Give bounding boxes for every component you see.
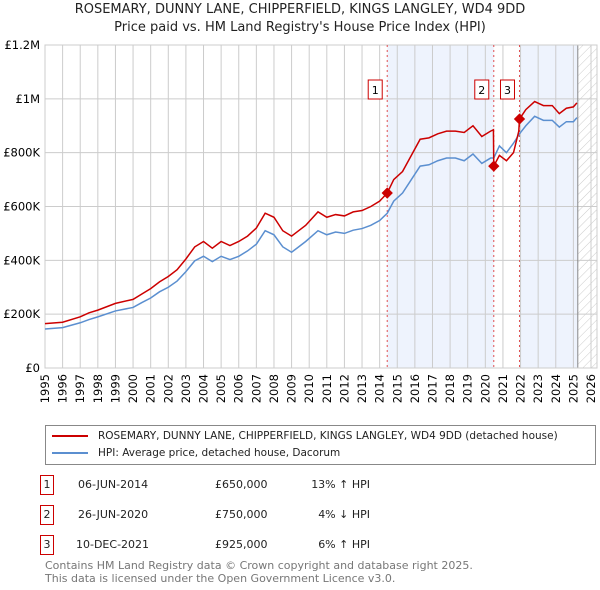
legend-label-property: ROSEMARY, DUNNY LANE, CHIPPERFIELD, KING… <box>98 430 558 442</box>
x-tick-label: 2008 <box>267 374 281 403</box>
sale-hpi-diff: 13% ↑ HPI <box>311 478 370 491</box>
x-tick-label: 1998 <box>91 374 105 403</box>
x-tick-label: 2014 <box>373 374 387 403</box>
x-tick-label: 2007 <box>249 374 263 403</box>
legend: ROSEMARY, DUNNY LANE, CHIPPERFIELD, KING… <box>45 425 596 465</box>
x-tick-label: 2017 <box>425 374 439 403</box>
x-tick-label: 2022 <box>514 374 528 403</box>
sale-marker-number: 2 <box>40 505 54 525</box>
plot-frame <box>44 44 598 369</box>
x-tick-label: 2023 <box>531 374 545 403</box>
chart-title: ROSEMARY, DUNNY LANE, CHIPPERFIELD, KING… <box>74 2 526 17</box>
y-tick-label: £0 <box>25 361 40 375</box>
x-tick-label: 2010 <box>302 374 316 403</box>
x-tick-label: 2012 <box>337 374 351 403</box>
legend-item-property: ROSEMARY, DUNNY LANE, CHIPPERFIELD, KING… <box>52 428 558 444</box>
sale-label-box <box>474 79 490 100</box>
chart-subtitle: Price paid vs. HM Land Registry's House … <box>114 20 486 35</box>
x-tick-label: 2001 <box>144 374 158 403</box>
x-tick-label: 2006 <box>232 374 246 403</box>
y-tick-label: £400K <box>3 253 40 267</box>
sale-label-number: 2 <box>478 84 485 97</box>
footer-copyright: Contains HM Land Registry data © Crown c… <box>45 559 473 572</box>
x-tick-label: 2000 <box>126 374 140 403</box>
sale-label-number: 3 <box>504 84 511 97</box>
y-tick-label: £200K <box>3 307 40 321</box>
sale-hpi-diff: 4% ↓ HPI <box>318 508 370 521</box>
y-tick-label: £1.2M <box>4 38 40 52</box>
x-tick-label: 2011 <box>320 374 334 403</box>
x-tick-label: 1996 <box>56 374 70 403</box>
sale-date: 10-DEC-2021 <box>76 538 150 551</box>
x-tick-label: 2026 <box>584 374 598 403</box>
x-tick-label: 2021 <box>496 374 510 403</box>
sale-marker-number: 1 <box>40 475 54 495</box>
footer-license: This data is licensed under the Open Gov… <box>45 572 396 585</box>
x-tick-label: 2025 <box>566 374 580 403</box>
x-tick-label: 1997 <box>73 374 87 403</box>
sale-hpi-diff: 6% ↑ HPI <box>318 538 370 551</box>
x-tick-label: 2024 <box>549 374 563 403</box>
sale-point-marker <box>488 160 500 172</box>
hpi-line <box>44 115 578 330</box>
x-tick-label: 2018 <box>443 374 457 403</box>
x-tick-label: 2004 <box>197 374 211 403</box>
y-tick-label: £800K <box>3 146 40 160</box>
plot-area: 1995 1996 1997 1998 1999 2000 2001 2002 2003 2004… <box>3 38 598 403</box>
x-tick-label: 2002 <box>161 374 175 403</box>
sale-price: £650,000 <box>215 478 268 491</box>
sale-date: 26-JUN-2020 <box>78 508 149 521</box>
property-price-line <box>44 100 578 325</box>
x-tick-label: 2016 <box>408 374 422 403</box>
legend-item-hpi: HPI: Average price, detached house, Daco… <box>52 445 340 461</box>
x-tick-label: 2020 <box>478 374 492 403</box>
x-tick-label: 2015 <box>390 374 404 403</box>
red-line-swatch <box>52 435 88 437</box>
x-tick-label: 2019 <box>461 374 475 403</box>
footer: Contains HM Land Registry data © Crown c… <box>45 559 473 585</box>
x-tick-label: 2005 <box>214 374 228 403</box>
x-tick-label: 1995 <box>38 374 52 403</box>
sale-marker-number: 3 <box>40 535 54 555</box>
sale-point-marker <box>381 187 393 199</box>
x-tick-label: 2013 <box>355 374 369 403</box>
blue-line-swatch <box>52 452 88 454</box>
sale-label-number: 1 <box>372 84 379 97</box>
x-tick-label: 2003 <box>179 374 193 403</box>
x-tick-label: 2009 <box>285 374 299 403</box>
sale-price: £750,000 <box>215 508 268 521</box>
sale-label-box <box>367 79 383 100</box>
sale-label-box <box>499 79 515 100</box>
x-tick-label: 1999 <box>108 374 122 403</box>
sale-date: 06-JUN-2014 <box>78 478 149 491</box>
legend-label-hpi: HPI: Average price, detached house, Daco… <box>98 447 341 459</box>
y-tick-label: £600K <box>3 200 40 214</box>
sale-price: £925,000 <box>215 538 268 551</box>
y-tick-label: £1M <box>15 92 40 106</box>
